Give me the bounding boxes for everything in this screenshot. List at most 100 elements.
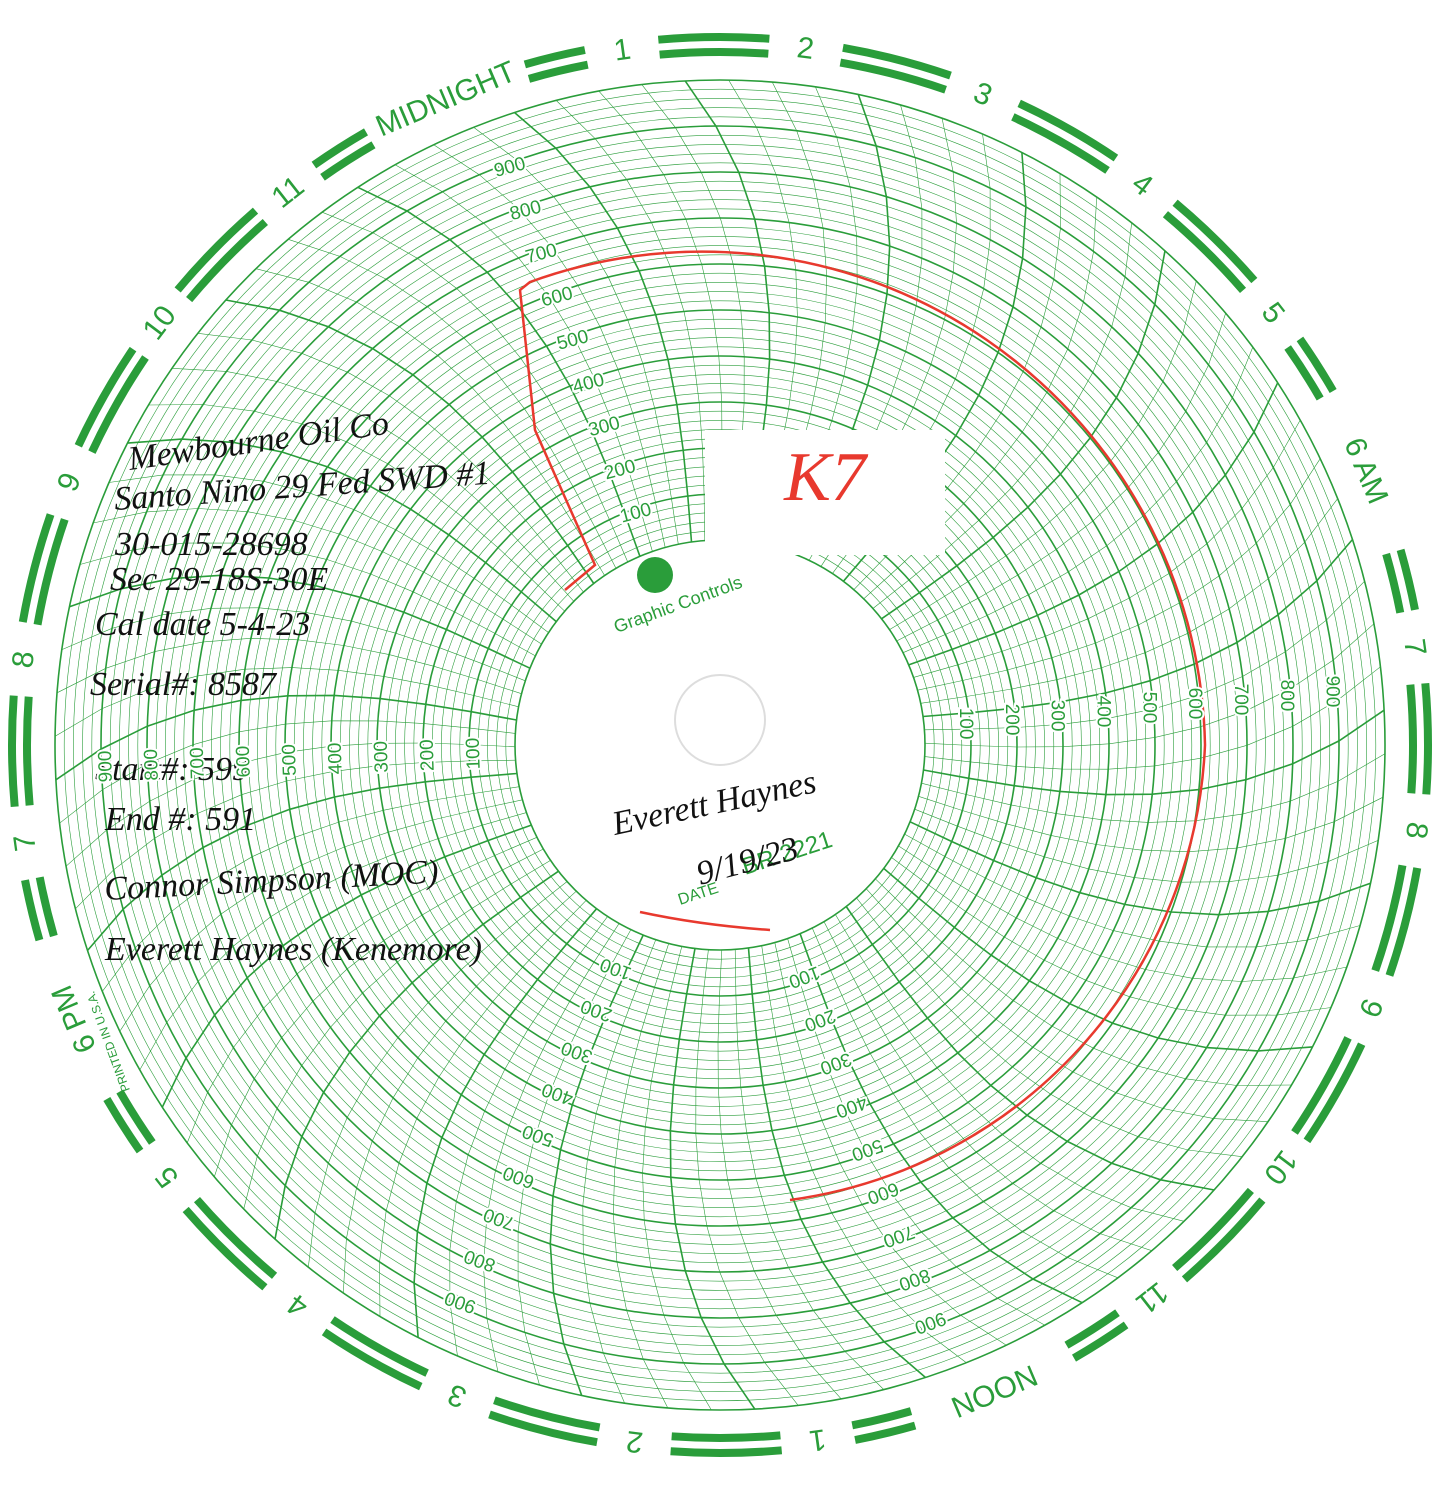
scale-label: 500 — [520, 1120, 557, 1151]
hour-dash — [74, 346, 137, 448]
time-line — [243, 860, 551, 1210]
time-line — [924, 623, 1375, 748]
grid-circle — [174, 199, 1266, 1291]
time-line — [288, 239, 617, 569]
scale-label: 300 — [1047, 700, 1068, 732]
grid-circle — [119, 144, 1321, 1346]
hour-dash — [23, 696, 34, 806]
hour-dash — [1064, 1309, 1120, 1349]
time-line — [225, 299, 595, 584]
note: Everett Haynes (Kenemore) — [104, 931, 482, 968]
grid-circle — [257, 282, 1183, 1208]
scale-label: 400 — [1093, 696, 1114, 728]
hour-dash — [330, 1316, 429, 1377]
hour-dash — [1396, 548, 1419, 611]
scale-label: 900 — [95, 750, 117, 782]
hour-dash — [659, 48, 769, 59]
hour-label: 2 — [624, 1424, 645, 1459]
time-line — [923, 709, 1385, 796]
grid-circle — [303, 328, 1137, 1162]
time-line — [612, 943, 669, 1409]
scale-label: 900 — [442, 1287, 479, 1318]
grid-circle — [247, 272, 1193, 1218]
time-line — [433, 144, 666, 548]
hour-dash — [527, 60, 589, 83]
hour-dash — [1172, 199, 1258, 284]
time-line — [734, 949, 884, 1390]
time-line — [274, 870, 559, 1240]
time-line — [139, 812, 527, 1071]
hour-dash — [33, 518, 69, 626]
hour-dash — [1172, 1187, 1254, 1272]
logo-mark — [637, 557, 673, 593]
hour-dash — [320, 141, 376, 181]
time-line — [787, 938, 1046, 1326]
hour-dash — [103, 1096, 144, 1154]
time-line — [747, 947, 927, 1379]
time-line — [908, 382, 1279, 666]
time-line — [357, 186, 641, 557]
time-line — [102, 786, 520, 992]
hour-dash — [1181, 1197, 1266, 1283]
hour-dash — [1371, 864, 1407, 972]
scale-label: 600 — [539, 283, 575, 311]
time-line — [343, 890, 577, 1294]
scale-label: 400 — [833, 1091, 870, 1122]
hour-dash — [523, 46, 586, 69]
time-line — [909, 821, 1371, 916]
grid-circle — [73, 98, 1367, 1392]
hour-dash — [842, 43, 952, 80]
note: 30-015-28698 — [114, 526, 308, 563]
hour-dash — [1406, 684, 1417, 794]
time-line — [695, 949, 799, 1406]
time-line — [379, 900, 587, 1317]
time-line — [875, 878, 1292, 1086]
grid-circle — [82, 107, 1358, 1383]
scale-label: 300 — [371, 741, 393, 773]
hour-label: 10 — [136, 300, 182, 347]
pressure-trace — [518, 250, 1207, 1202]
time-line — [917, 458, 1321, 691]
hour-label: 4 — [281, 1287, 314, 1323]
stamp-box — [705, 430, 945, 555]
time-line — [924, 581, 1365, 731]
grid-circle — [321, 346, 1119, 1144]
time-line — [186, 837, 538, 1144]
note: Cal date 5-4-23 — [95, 606, 310, 643]
time-line — [556, 100, 706, 541]
hour-label: 7 — [1397, 637, 1432, 658]
hour-label: 2 — [795, 31, 816, 66]
scale-label: 700 — [187, 747, 209, 779]
hour-label: 7 — [8, 832, 43, 853]
hour-label: 9 — [51, 468, 88, 496]
time-line — [255, 268, 605, 576]
hour-dash — [18, 513, 55, 623]
time-line — [549, 934, 644, 1396]
hour-dash — [35, 876, 58, 938]
hour-label: 11 — [1130, 1275, 1175, 1320]
time-line — [717, 949, 842, 1400]
time-line — [582, 939, 657, 1404]
hour-dash — [116, 1089, 156, 1145]
grid-circle — [229, 254, 1211, 1236]
note: End #: 591 — [104, 801, 256, 838]
scale-label: 100 — [597, 953, 634, 984]
time-line — [108, 474, 549, 633]
note: Connor Simpson (MOC) — [103, 854, 439, 908]
note: Serial#: 8587 — [90, 666, 278, 703]
time-line — [883, 867, 1313, 1052]
hour-dash — [8, 695, 19, 808]
scale-label: 700 — [481, 1203, 518, 1234]
hour-label: 8 — [6, 649, 41, 670]
scale-label: 800 — [141, 749, 163, 781]
hour-dash — [671, 1431, 781, 1442]
scale-label: 200 — [802, 1005, 839, 1036]
hour-label: 3 — [443, 1377, 471, 1414]
hour-label: 8 — [1399, 820, 1434, 841]
grid-circle — [54, 79, 1386, 1411]
hour-label: 11 — [266, 170, 311, 215]
time-line — [920, 498, 1338, 704]
hour-dash — [1071, 1321, 1129, 1362]
